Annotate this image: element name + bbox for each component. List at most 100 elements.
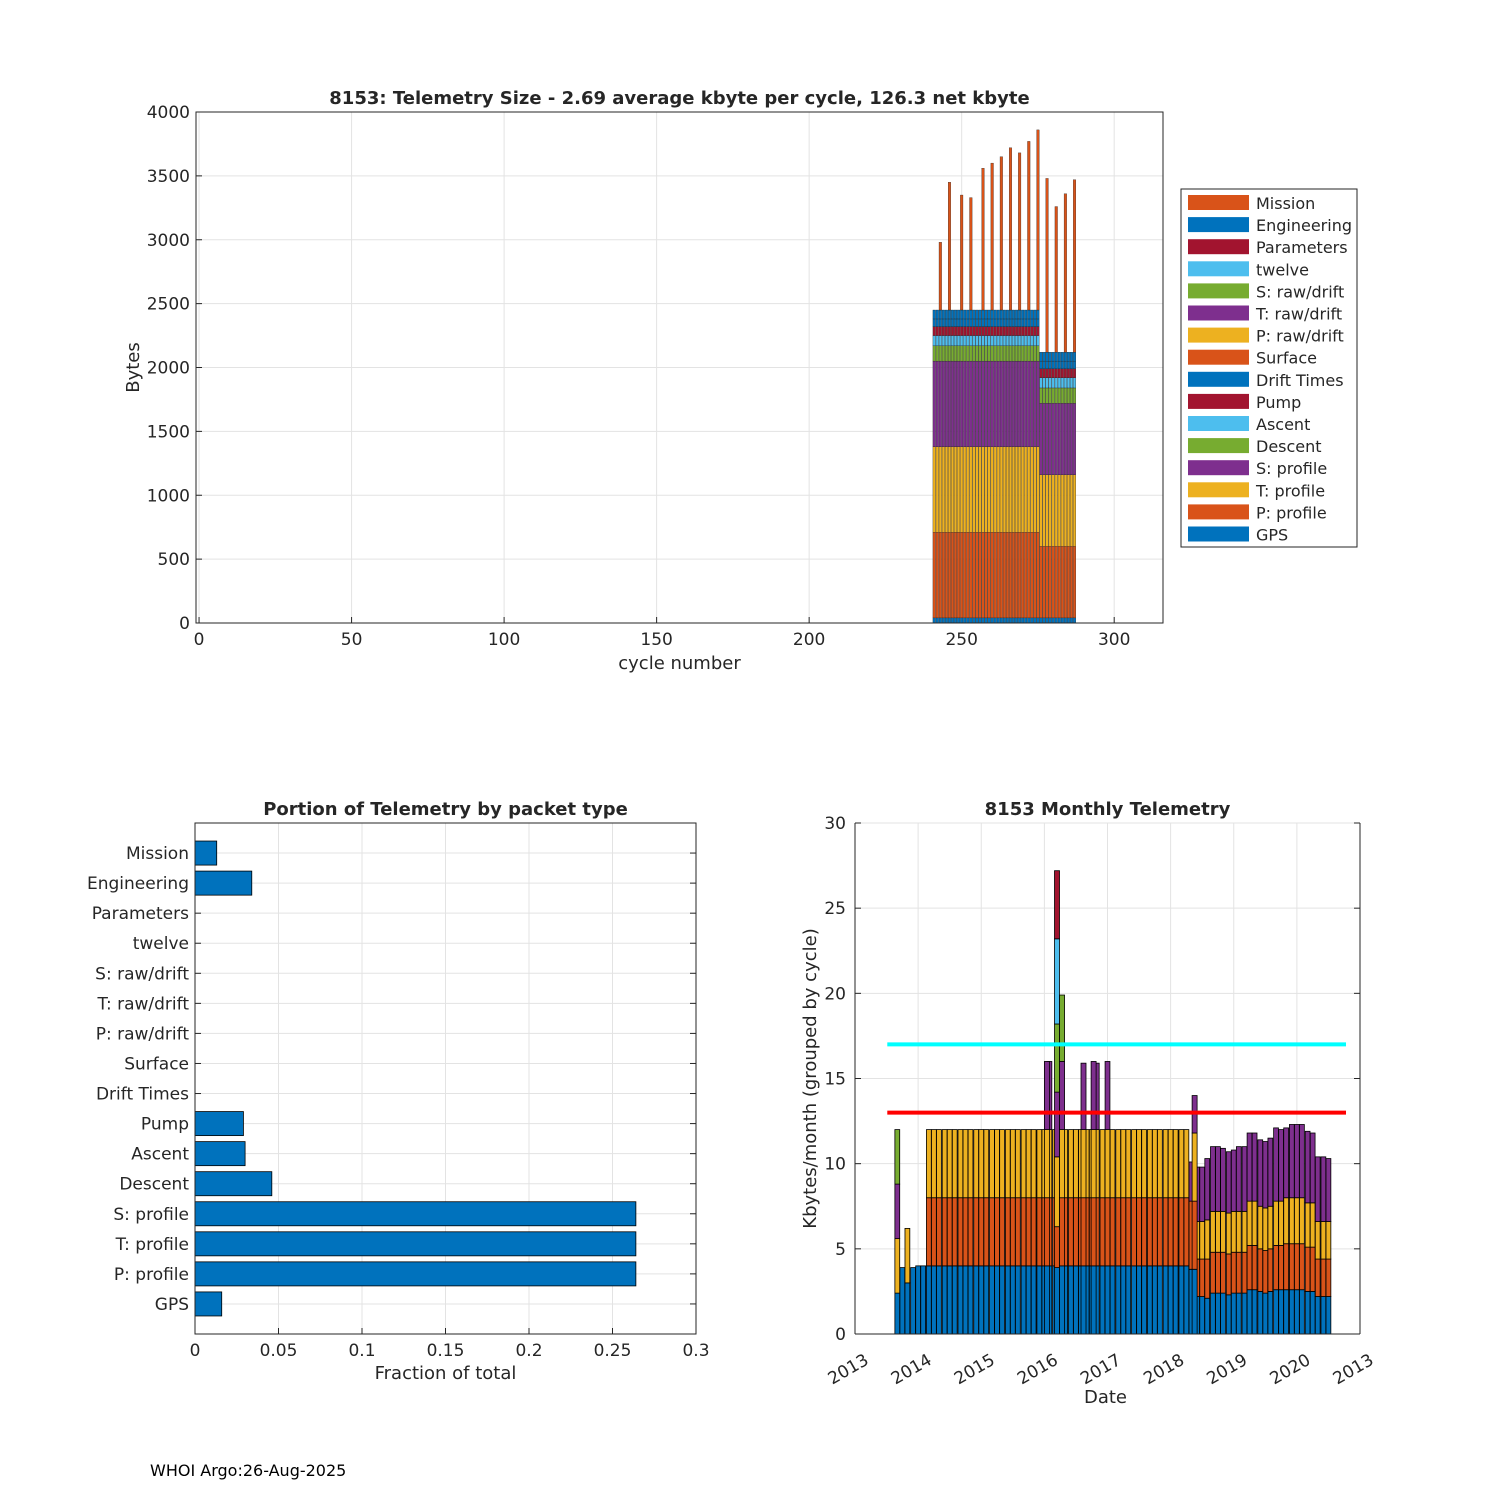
- monthly-telemetry-chart: 2013 2014 2015 2016 2017 2018 2019 2020 20130510…: [800, 799, 1377, 1408]
- bar-segment: [972, 326, 976, 336]
- month-bar-segment: [1215, 1292, 1221, 1335]
- month-bar-segment: [1120, 1197, 1127, 1267]
- x-tick-label: 0.3: [682, 1341, 709, 1361]
- spike-bar-segment: [1054, 1091, 1060, 1158]
- month-bar-segment: [1015, 1129, 1021, 1199]
- month-bar-segment: [1162, 1197, 1169, 1267]
- bar-segment: [963, 617, 967, 624]
- bar-segment: [957, 532, 961, 619]
- bar-segment: [960, 194, 964, 311]
- month-bar-segment: [1230, 1149, 1237, 1212]
- bar-segment: [1057, 368, 1061, 378]
- spike-bar-segment: [1059, 994, 1065, 1062]
- bar-segment: [1045, 387, 1049, 404]
- bar-segment: [1051, 546, 1055, 619]
- spike-bar-segment: [1090, 1265, 1097, 1335]
- month-bar-segment: [894, 1183, 901, 1240]
- bar-segment: [935, 318, 939, 327]
- month-bar-segment: [999, 1265, 1005, 1335]
- bar-segment: [1051, 360, 1055, 369]
- month-bar-segment: [1299, 1197, 1305, 1245]
- bar-segment: [963, 318, 967, 327]
- bar-segment: [993, 446, 997, 533]
- bar-segment: [1057, 474, 1061, 547]
- y-tick-label: 0: [835, 1325, 846, 1345]
- spike-bar-segment: [1080, 1197, 1087, 1267]
- bar-segment: [963, 335, 967, 346]
- bar-segment: [1005, 617, 1009, 624]
- bar-segment: [944, 318, 948, 327]
- x-tick-label: 0.2: [515, 1341, 542, 1361]
- legend-swatch: [1188, 195, 1249, 210]
- legend-label: P: raw/drift: [1256, 327, 1344, 346]
- bar-segment: [1027, 360, 1031, 447]
- bar-segment: [975, 345, 979, 362]
- bar-segment: [966, 446, 970, 533]
- month-bar-segment: [994, 1265, 1000, 1335]
- bar-segment: [1054, 403, 1058, 475]
- bar-segment: [1027, 326, 1031, 336]
- bar-segment: [1070, 403, 1073, 475]
- bar-segment: [981, 617, 985, 624]
- month-bar-segment: [1152, 1265, 1158, 1335]
- month-bar-segment: [1204, 1297, 1211, 1335]
- bar-segment: [935, 335, 939, 346]
- bar-segment: [1005, 335, 1009, 346]
- bar-segment: [1024, 318, 1028, 327]
- month-bar-segment: [1030, 1197, 1037, 1267]
- legend: Mission Engineering Parameters twelve S: raw…: [1180, 188, 1358, 548]
- month-bar-segment: [1273, 1200, 1279, 1246]
- bar-segment: [1002, 532, 1006, 619]
- bar-segment: [996, 360, 1000, 447]
- bar-segment: [1009, 532, 1012, 619]
- month-bar-segment: [1025, 1197, 1032, 1267]
- month-bar-segment: [1251, 1132, 1258, 1202]
- bar-segment: [957, 326, 961, 336]
- bar-segment: [1042, 403, 1046, 475]
- chart-title: Portion of Telemetry by packet type: [263, 799, 628, 820]
- month-bar-segment: [1204, 1158, 1211, 1221]
- bar-segment: [993, 326, 997, 336]
- bar-segment: [984, 345, 988, 362]
- legend-swatch: [1188, 393, 1249, 409]
- bar-segment: [1015, 345, 1019, 362]
- legend-label: T: raw/drift: [1255, 305, 1342, 324]
- month-bar-segment: [1215, 1210, 1221, 1253]
- legend-label: Descent: [1256, 437, 1322, 456]
- bar-segment: [1060, 377, 1064, 389]
- month-bar-segment: [1157, 1129, 1163, 1199]
- bar-segment: [1039, 377, 1043, 389]
- month-bar-segment: [994, 1197, 1000, 1267]
- bar-segment: [941, 360, 945, 447]
- bar-segment: [990, 532, 994, 619]
- month-bar-segment: [1309, 1291, 1316, 1335]
- bar-segment: [1021, 360, 1025, 447]
- bar-segment: [1051, 352, 1055, 362]
- bar-segment: [990, 309, 994, 320]
- bar-segment: [1070, 377, 1073, 389]
- month-bar-segment: [1004, 1129, 1011, 1199]
- month-bar-segment: [1325, 1258, 1332, 1297]
- spike-bar-segment: [1044, 1197, 1050, 1267]
- bar-segment: [944, 326, 948, 336]
- legend-swatch: [1188, 371, 1249, 387]
- bar-segment: [972, 360, 976, 447]
- month-bar-segment: [1172, 1197, 1179, 1267]
- bar-segment: [1033, 446, 1037, 533]
- bar-segment: [1039, 360, 1043, 369]
- bar-segment: [1057, 377, 1061, 389]
- y-tick-label: GPS: [155, 1295, 189, 1315]
- bar-t-profile: [194, 1231, 637, 1257]
- y-tick-label: S: raw/drift: [95, 964, 189, 984]
- month-bar-segment: [1199, 1221, 1206, 1260]
- spike-bar-segment: [1054, 1267, 1060, 1335]
- bar-segment: [1073, 387, 1076, 404]
- x-tick-label: 2015: [951, 1350, 998, 1389]
- bar-segment: [954, 617, 958, 624]
- bar-segment: [1066, 546, 1070, 619]
- month-bar-segment: [1294, 1197, 1300, 1245]
- spike-bar-segment: [1080, 1129, 1087, 1199]
- month-bar-segment: [946, 1197, 953, 1267]
- bar-segment: [1036, 532, 1040, 619]
